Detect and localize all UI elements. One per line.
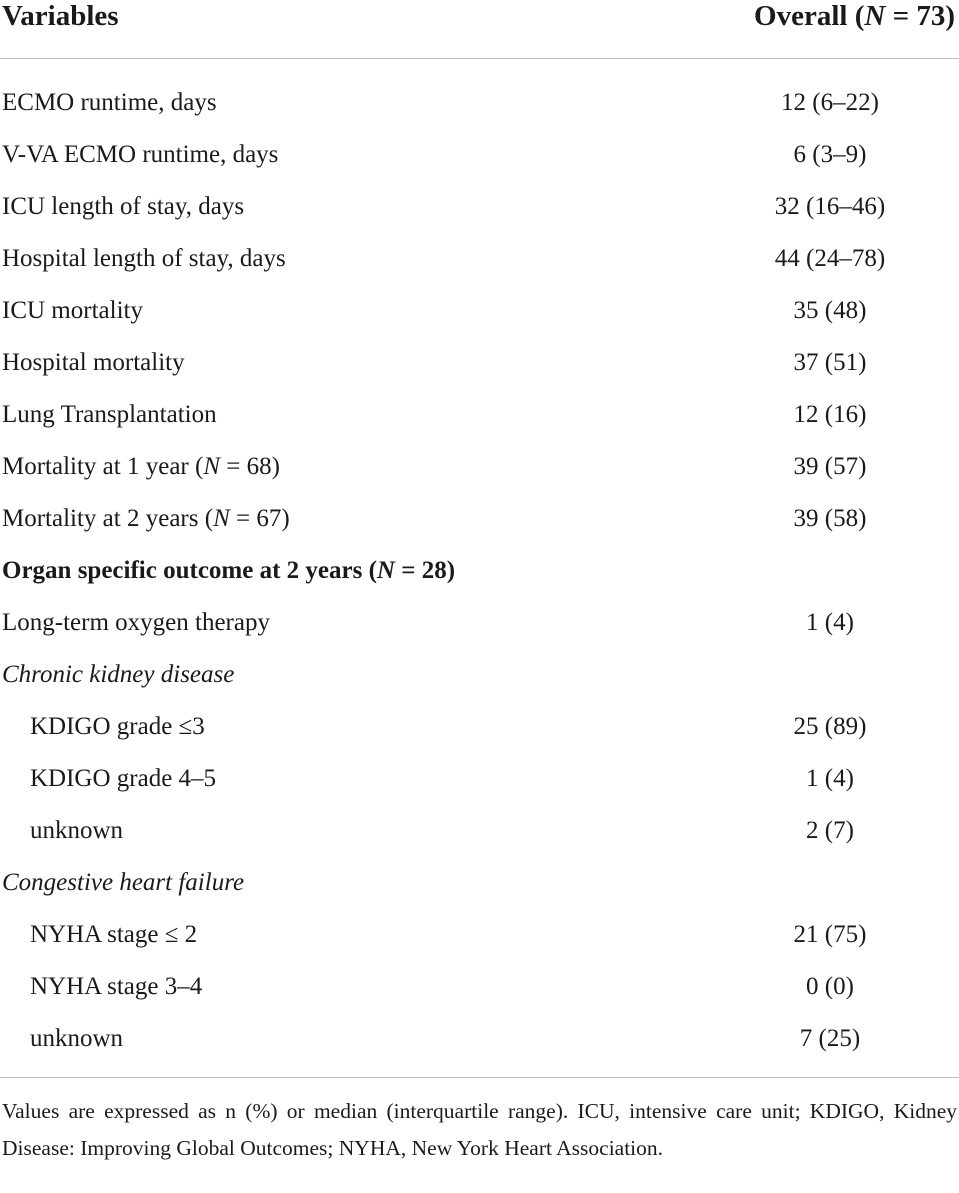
row-label: Hospital mortality xyxy=(2,349,185,376)
row-label: Chronic kidney disease xyxy=(2,661,235,688)
row-value: 25 (89) xyxy=(793,713,867,740)
table-row: Mortality at 1 year (N = 68) 39 (57) xyxy=(0,441,959,493)
table-row: Long-term oxygen therapy 1 (4) xyxy=(0,597,959,649)
row-value: 12 (6–22) xyxy=(781,89,879,116)
table-row: Lung Transplantation 12 (16) xyxy=(0,389,959,441)
row-label: KDIGO grade ≤3 xyxy=(30,713,205,740)
row-label: unknown xyxy=(30,817,124,844)
table-row: Hospital length of stay, days 44 (24–78) xyxy=(0,233,959,285)
table-row: unknown 7 (25) xyxy=(0,1013,959,1065)
table-footnote: Values are expressed as n (%) or median … xyxy=(2,1099,957,1160)
row-value: 6 (3–9) xyxy=(793,141,867,168)
row-label: unknown xyxy=(30,1025,124,1052)
row-label: NYHA stage 3–4 xyxy=(30,973,203,1000)
table-row: Mortality at 2 years (N = 67) 39 (58) xyxy=(0,493,959,545)
table-section-row: Congestive heart failure xyxy=(0,857,959,909)
table-body: ECMO runtime, days 12 (6–22) V-VA ECMO run… xyxy=(0,77,959,1065)
footer-rule xyxy=(0,1077,959,1078)
table-row: V-VA ECMO runtime, days 6 (3–9) xyxy=(0,129,959,181)
row-label: Long-term oxygen therapy xyxy=(2,609,270,636)
row-label: ICU mortality xyxy=(2,297,143,324)
row-label: Organ specific outcome at 2 years (N = 2… xyxy=(2,557,456,584)
table-row: unknown 2 (7) xyxy=(0,805,959,857)
row-label: Congestive heart failure xyxy=(2,869,245,896)
table-row: ICU mortality 35 (48) xyxy=(0,285,959,337)
row-value: 7 (25) xyxy=(799,1025,861,1052)
table-header: Variables Overall (N = 73) xyxy=(0,0,959,40)
table-row: ICU length of stay, days 32 (16–46) xyxy=(0,181,959,233)
table-row: ECMO runtime, days 12 (6–22) xyxy=(0,77,959,129)
header-rule xyxy=(0,58,959,59)
row-value: 0 (0) xyxy=(806,973,854,1000)
table-row: KDIGO grade ≤3 25 (89) xyxy=(0,701,959,753)
row-value: 32 (16–46) xyxy=(774,193,886,220)
column-header-variables: Variables xyxy=(2,0,119,32)
row-label: Lung Transplantation xyxy=(2,401,217,428)
row-value: 35 (48) xyxy=(793,297,867,324)
row-value: 39 (58) xyxy=(793,505,867,532)
row-label: NYHA stage ≤ 2 xyxy=(30,921,198,948)
row-value: 12 (16) xyxy=(793,401,867,428)
table-row: KDIGO grade 4–5 1 (4) xyxy=(0,753,959,805)
column-header-overall: Overall (N = 73) xyxy=(754,0,955,32)
table-section-row: Organ specific outcome at 2 years (N = 2… xyxy=(0,545,959,597)
row-label: Hospital length of stay, days xyxy=(2,245,286,272)
table-row: Hospital mortality 37 (51) xyxy=(0,337,959,389)
row-label: ICU length of stay, days xyxy=(2,193,245,220)
row-value: 21 (75) xyxy=(793,921,867,948)
row-label: Mortality at 1 year (N = 68) xyxy=(2,453,280,480)
row-label: Mortality at 2 years (N = 67) xyxy=(2,505,290,532)
row-value: 1 (4) xyxy=(806,609,854,636)
row-value: 44 (24–78) xyxy=(774,245,886,272)
row-value: 1 (4) xyxy=(806,765,854,792)
table-section-row: Chronic kidney disease xyxy=(0,649,959,701)
row-label: ECMO runtime, days xyxy=(2,89,217,116)
table-row: NYHA stage ≤ 2 21 (75) xyxy=(0,909,959,961)
table-row: NYHA stage 3–4 0 (0) xyxy=(0,961,959,1013)
row-value: 39 (57) xyxy=(793,453,867,480)
row-label: KDIGO grade 4–5 xyxy=(30,765,217,792)
row-value: 37 (51) xyxy=(793,349,867,376)
row-label: V-VA ECMO runtime, days xyxy=(2,141,279,168)
row-value: 2 (7) xyxy=(806,817,854,844)
